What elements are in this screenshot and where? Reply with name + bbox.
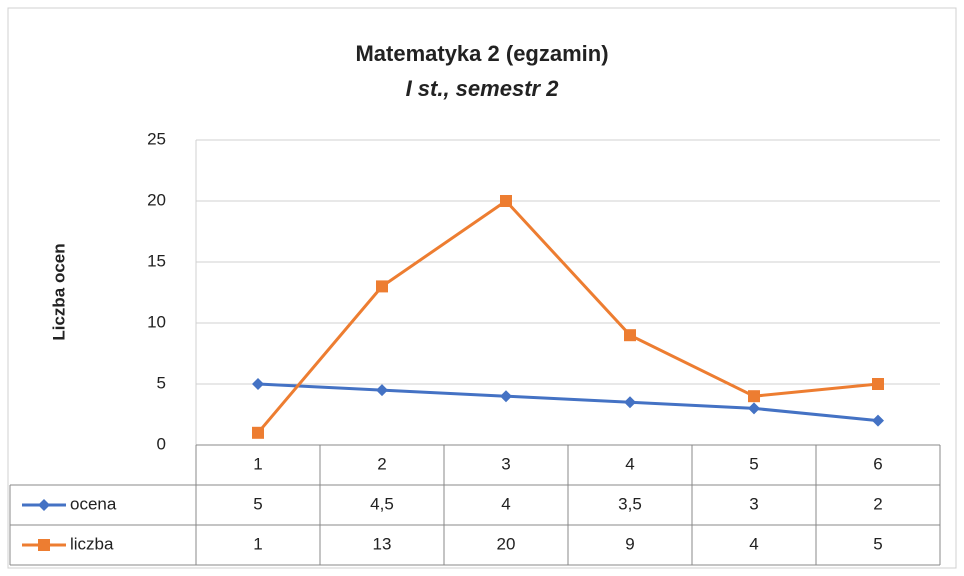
y-tick-label: 20 [147, 190, 166, 209]
chart-border [7, 7, 957, 569]
x-tick-label: 1 [253, 454, 262, 473]
y-axis-label: Liczba ocen [49, 243, 68, 340]
marker [872, 378, 884, 390]
x-tick-label: 6 [873, 454, 882, 473]
marker [376, 384, 388, 397]
marker [500, 390, 512, 403]
table-cell: 1 [253, 534, 262, 553]
x-tick-label: 4 [625, 454, 634, 473]
y-tick-label: 15 [147, 251, 166, 270]
series-line [257, 382, 879, 423]
table-cell: 13 [373, 534, 392, 553]
x-tick-label: 2 [377, 454, 386, 473]
marker [748, 390, 760, 403]
y-tick-label: 5 [157, 373, 166, 392]
table-cell: 2 [873, 494, 882, 513]
x-tick-label: 3 [501, 454, 510, 473]
table-cell: 4 [501, 494, 510, 513]
legend-label: ocena [70, 494, 117, 513]
marker [252, 378, 264, 390]
y-tick-label: 25 [147, 129, 166, 148]
y-tick-label: 0 [157, 434, 166, 453]
chart-subtitle: I st., semestr 2 [406, 76, 560, 101]
marker [748, 402, 760, 415]
table-cell: 20 [497, 534, 516, 553]
marker [376, 280, 388, 293]
legend-marker [38, 499, 50, 511]
table-cell: 4 [749, 534, 758, 553]
marker [252, 426, 264, 439]
marker [624, 396, 636, 409]
legend-marker [38, 539, 50, 551]
table-cell: 3 [749, 494, 758, 513]
table-cell: 4,5 [370, 494, 394, 513]
x-tick-label: 5 [749, 454, 758, 473]
legend-label: liczba [70, 534, 114, 553]
marker [500, 195, 512, 207]
table-cell: 5 [873, 534, 882, 553]
marker [872, 414, 884, 427]
series-line [256, 199, 879, 434]
y-tick-label: 10 [147, 312, 166, 331]
table-cell: 9 [625, 534, 634, 553]
chart-title: Matematyka 2 (egzamin) [355, 41, 608, 66]
table-cell: 3,5 [618, 494, 642, 513]
table-cell: 5 [253, 494, 262, 513]
marker [624, 329, 636, 342]
